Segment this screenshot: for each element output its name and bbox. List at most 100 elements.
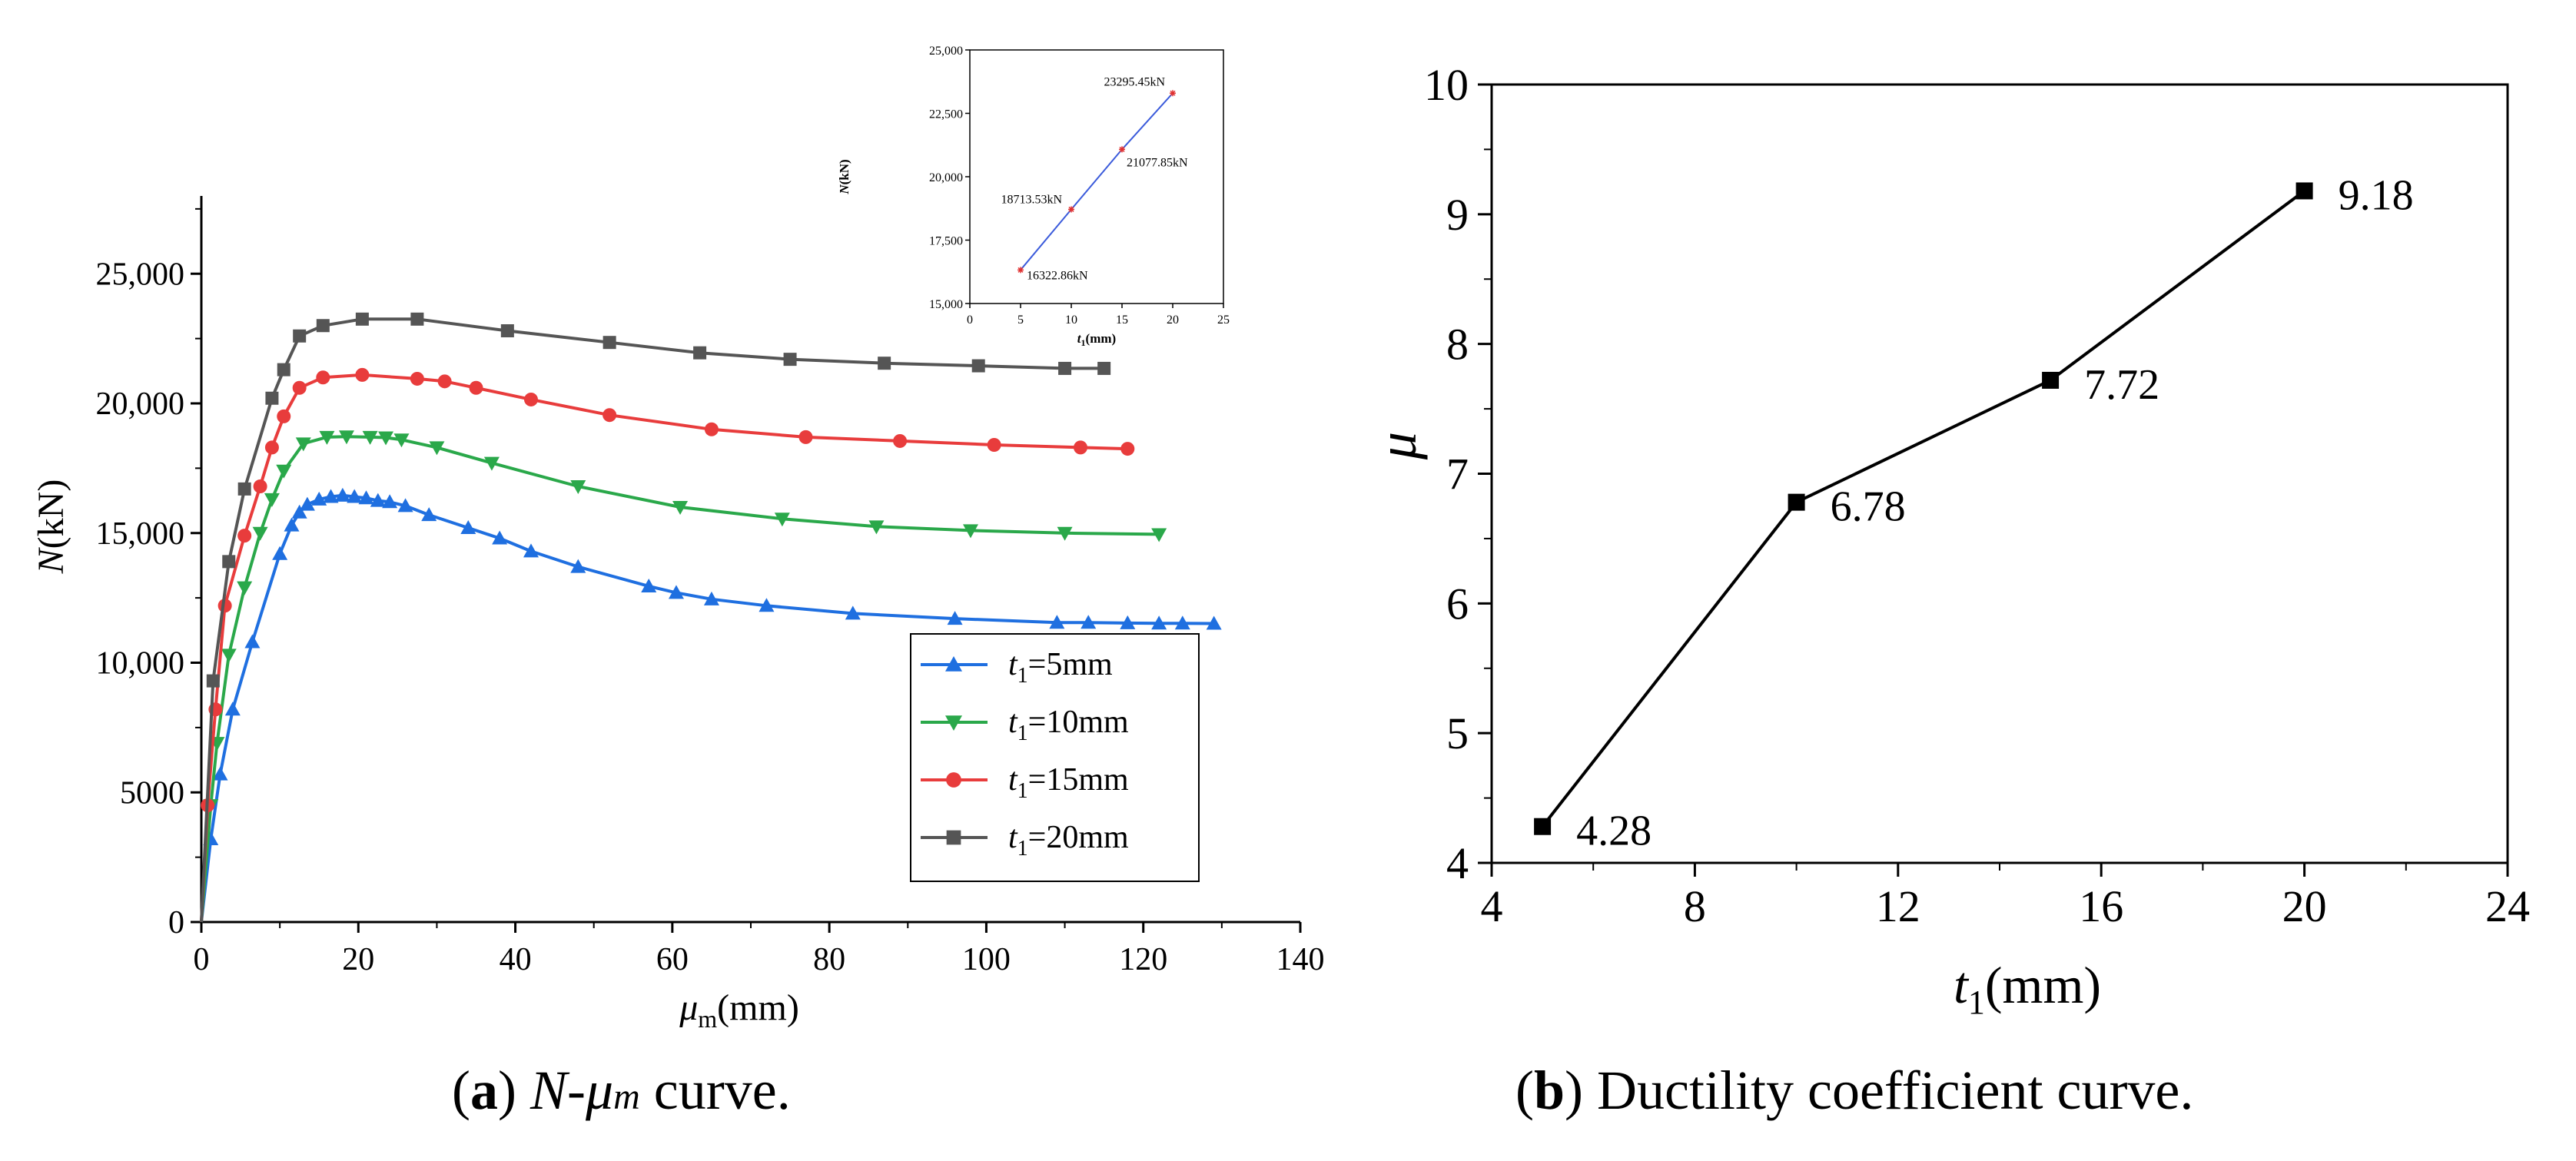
series-point-5mm [382, 494, 398, 509]
legend-marker-10mm [945, 715, 962, 731]
chart-b-x-tick-label: 24 [2485, 881, 2530, 931]
series-point-20mm [316, 319, 330, 333]
series-point-5mm [759, 598, 775, 612]
series-point-15mm [437, 374, 452, 389]
inset-ylabel: N(kN) [837, 159, 851, 194]
caption-b: (b) Ductility coefficient curve. [1515, 1060, 2194, 1121]
chart-a-y-tick-label: 5000 [120, 775, 184, 811]
inset-x-tick-label: 15 [1116, 313, 1128, 327]
series-point-15mm [469, 380, 483, 395]
inset-x-tick-label: 20 [1167, 313, 1179, 327]
legend-marker-5mm [945, 656, 962, 672]
series-point-15mm [987, 438, 1001, 452]
series-point-5mm [668, 585, 684, 599]
series-point-15mm [253, 479, 267, 493]
inset-x-tick-label: 10 [1065, 313, 1077, 327]
series-point-5mm [641, 578, 657, 592]
caption-b-letter: b [1533, 1060, 1565, 1121]
chart-b-line [1541, 189, 2305, 828]
chart-a-y-tick-label: 10,000 [96, 646, 185, 682]
chart-b-data-label: 9.18 [2339, 171, 2414, 219]
series-point-15mm [1120, 442, 1135, 456]
series-point-20mm [237, 482, 251, 496]
caption-a-n: N [529, 1060, 567, 1121]
series-point-5mm [272, 546, 288, 560]
inset-y-tick-label: 15,000 [929, 298, 963, 311]
series-point-20mm [783, 353, 797, 367]
series-point-10mm [221, 649, 237, 663]
series-point-15mm [264, 440, 279, 455]
chart-a-series [200, 312, 1222, 923]
chart-a-y-tick-label: 0 [168, 905, 184, 940]
series-line-15mm [200, 373, 1128, 923]
series-point-15mm [798, 430, 813, 444]
chart-a-x-tick-label: 120 [1119, 942, 1167, 977]
series-point-5mm [244, 634, 261, 649]
inset-data-label: 21077.85kN [1127, 156, 1188, 169]
caption-a-rest: curve. [639, 1060, 791, 1121]
series-point-10mm [295, 437, 311, 452]
series-point-5mm [421, 507, 437, 522]
series-point-10mm [264, 493, 280, 507]
series-point-20mm [355, 312, 369, 326]
chart-a-x-tick-label: 20 [342, 942, 374, 977]
chart-a-legend: t1=5mm t1=10mm t1=15mm t1=20mm [910, 633, 1200, 882]
legend-marker-15mm [946, 772, 961, 788]
chart-b-y-tick-label: 5 [1446, 708, 1469, 758]
inset-x-tick-label: 5 [1017, 313, 1024, 327]
series-point-15mm [1074, 440, 1087, 455]
chart-b-xlabel: t1(mm) [1954, 956, 2101, 1021]
chart-a: 0 20 40 60 80 100 120 1400500010,00015,00020,00… [31, 45, 1325, 1033]
series-point-5mm [224, 702, 241, 716]
series-point-5mm [703, 591, 719, 605]
chart-b-y-tick-label: 6 [1446, 579, 1469, 629]
series-point-15mm [410, 371, 424, 386]
chart-a-ylabel: N(kN) [31, 479, 71, 575]
chart-b-axes: 4 8 12 16 20 24 4 5 6 7 8 9 10 [1424, 60, 2530, 931]
inset-point [1170, 90, 1176, 97]
series-point-5mm [358, 490, 374, 505]
chart-a-x-tick-label: 0 [194, 942, 210, 977]
series-point-15mm [292, 380, 307, 395]
series-point-10mm [362, 430, 378, 445]
legend-label-t10: t1=10mm [1008, 705, 1129, 745]
chart-b: 4 8 12 16 20 24 4 5 6 7 8 9 10 4.28 6.78 7.72 9.18 t1(m… [1366, 60, 2530, 1021]
inset-point [1068, 206, 1074, 213]
chart-a-y-tick-label: 25,000 [96, 257, 185, 292]
chart-b-x-tick-label: 8 [1684, 881, 1706, 931]
inset-x-tick-label: 25 [1217, 313, 1230, 327]
caption-a-letter: a [470, 1060, 498, 1121]
series-point-20mm [206, 674, 220, 688]
series-point-15mm [704, 422, 719, 436]
series-point-15mm [603, 408, 617, 423]
caption-a-sub: m [613, 1076, 640, 1117]
series-point-5mm [334, 487, 350, 502]
chart-b-y-tick-label: 9 [1446, 190, 1469, 240]
inset-y-tick-label: 22,500 [929, 108, 963, 121]
chart-b-x-tick-label: 4 [1481, 881, 1503, 931]
series-point-10mm [319, 430, 335, 445]
chart-b-point [1534, 818, 1552, 835]
inset-y-tick-label: 17,500 [929, 235, 963, 248]
chart-b-y-tick-label: 10 [1424, 60, 1469, 110]
chart-a-x-tick-label: 60 [656, 942, 689, 977]
series-point-10mm [378, 431, 394, 446]
chart-b-x-tick-label: 16 [2079, 881, 2123, 931]
series-point-5mm [570, 559, 586, 573]
inset-data-label: 18713.53kN [1001, 193, 1062, 206]
inset-line [1020, 92, 1173, 270]
series-point-10mm [774, 512, 790, 527]
series-point-20mm [878, 357, 891, 370]
chart-b-y-tick-label: 7 [1446, 449, 1469, 499]
inset-point [1017, 267, 1024, 274]
inset-point [1119, 146, 1125, 153]
caption-b-text: Ductility coefficient curve. [1583, 1060, 2194, 1121]
series-point-5mm [523, 543, 539, 558]
series-line-5mm [200, 493, 1214, 923]
series-point-10mm [338, 430, 354, 445]
series-point-5mm [492, 530, 508, 545]
series-point-5mm [284, 517, 300, 532]
chart-b-x-tick-label: 20 [2282, 881, 2327, 931]
chart-b-point [2042, 371, 2060, 389]
